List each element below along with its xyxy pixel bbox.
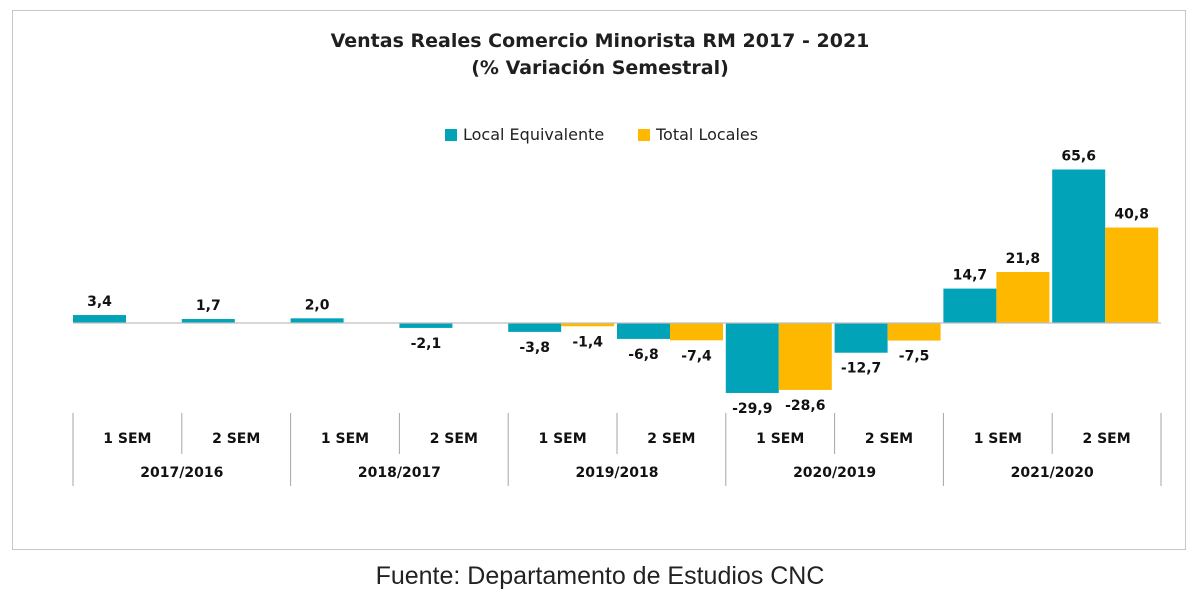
data-label-s2-10: 40,8 xyxy=(1114,207,1149,223)
legend-swatch-1 xyxy=(445,129,457,141)
bar-s1-1 xyxy=(73,315,126,323)
tick-label-3: 1 SEM xyxy=(321,431,369,447)
source-note: Fuente: Departamento de Estudios CNC xyxy=(375,562,825,590)
bar-s2-7 xyxy=(778,323,832,390)
bar-s2-10 xyxy=(1105,227,1159,323)
group-label-5: 2021/2020 xyxy=(1011,465,1094,481)
data-label-s1-3: 2,0 xyxy=(305,297,330,313)
bar-s1-7 xyxy=(725,323,779,393)
bar-s1-8 xyxy=(834,323,888,353)
data-label-s2-9: 21,8 xyxy=(1006,251,1041,267)
legend-label-2: Total Locales xyxy=(655,125,758,144)
chart-title: Ventas Reales Comercio Minorista RM 2017… xyxy=(331,30,870,52)
data-label-s1-7: -29,9 xyxy=(732,401,772,417)
group-label-3: 2019/2018 xyxy=(575,465,658,481)
data-label-s1-2: 1,7 xyxy=(196,298,221,314)
bar-s2-8 xyxy=(887,323,941,341)
tick-label-1: 1 SEM xyxy=(103,431,151,447)
tick-label-2: 2 SEM xyxy=(212,431,260,447)
tick-label-5: 1 SEM xyxy=(538,431,586,447)
bar-s1-3 xyxy=(290,318,344,323)
data-label-s1-8: -12,7 xyxy=(841,361,881,377)
data-label-s1-10: 65,6 xyxy=(1061,148,1096,164)
tick-label-10: 2 SEM xyxy=(1082,431,1130,447)
group-label-1: 2017/2016 xyxy=(140,465,223,481)
data-label-s2-8: -7,5 xyxy=(899,349,930,365)
chart-svg: Ventas Reales Comercio Minorista RM 2017… xyxy=(72,30,1162,486)
bar-s1-10 xyxy=(1052,169,1106,323)
bar-s1-2 xyxy=(181,319,235,323)
data-label-s1-6: -6,8 xyxy=(628,347,659,363)
tick-label-8: 2 SEM xyxy=(865,431,913,447)
group-label-2: 2018/2017 xyxy=(358,465,441,481)
data-label-s1-4: -2,1 xyxy=(411,336,442,352)
tick-label-9: 1 SEM xyxy=(974,431,1022,447)
bar-s2-5 xyxy=(561,323,615,327)
bar-s2-6 xyxy=(670,323,723,341)
data-label-s1-9: 14,7 xyxy=(953,268,988,284)
legend-swatch-2 xyxy=(638,129,650,141)
bar-s2-9 xyxy=(996,271,1050,323)
tick-label-6: 2 SEM xyxy=(647,431,695,447)
group-label-4: 2020/2019 xyxy=(793,465,876,481)
bar-s1-6 xyxy=(617,323,670,339)
chart-frame: Ventas Reales Comercio Minorista RM 2017… xyxy=(12,10,1186,550)
data-label-s2-7: -28,6 xyxy=(785,398,825,414)
chart-subtitle: (% Variación Semestral) xyxy=(471,57,729,79)
bars-layer: 3,4 1,7 2,0 -2,1 -3,8 -6,8 -29,9 -12,7 14,7 65,6 -… xyxy=(73,148,1161,417)
legend-label-1: Local Equivalente xyxy=(463,125,604,144)
tick-label-4: 2 SEM xyxy=(430,431,478,447)
category-axis: 1 SEM 2 SEM 1 SEM 2 SEM 1 SEM 2 SEM 1 SEM 2 SEM… xyxy=(72,413,1162,486)
data-label-s1-1: 3,4 xyxy=(87,294,112,310)
tick-label-7: 1 SEM xyxy=(756,431,804,447)
data-label-s2-6: -7,4 xyxy=(681,348,712,364)
data-label-s1-5: -3,8 xyxy=(519,340,550,356)
data-label-s2-5: -1,4 xyxy=(572,334,603,350)
legend: Local Equivalente Total Locales xyxy=(445,125,758,144)
bar-s1-4 xyxy=(399,323,453,328)
bar-s1-9 xyxy=(943,288,997,323)
bar-s1-5 xyxy=(508,323,562,332)
